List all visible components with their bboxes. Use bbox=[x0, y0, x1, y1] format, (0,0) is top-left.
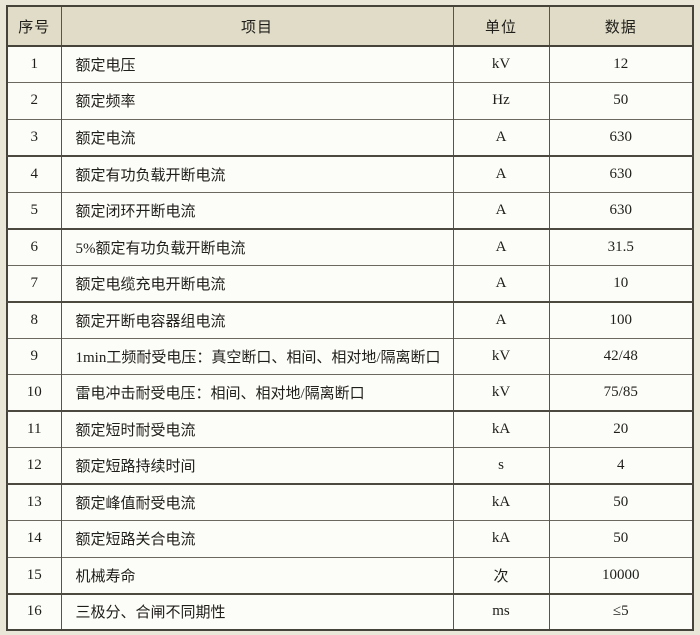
table-row: 12 额定短路持续时间 s 4 bbox=[6, 447, 694, 484]
table-row: 3 额定电流 A 630 bbox=[6, 118, 694, 156]
unit-cell: kA bbox=[452, 520, 550, 557]
unit-cell: kV bbox=[452, 374, 550, 411]
row-number: 6 bbox=[6, 227, 62, 265]
data-cell: 4 bbox=[548, 447, 694, 484]
item-cell: 5%额定有功负载开断电流 bbox=[60, 227, 454, 265]
data-cell: 75/85 bbox=[548, 374, 694, 411]
item-cell: 额定短时耐受电流 bbox=[60, 410, 454, 448]
unit-cell: s bbox=[452, 447, 550, 484]
data-cell: 100 bbox=[548, 300, 694, 338]
item-cell: 三极分、合闸不同期性 bbox=[60, 592, 454, 630]
header-no: 序号 bbox=[6, 6, 62, 47]
unit-cell: A bbox=[452, 118, 550, 156]
data-cell: 50 bbox=[548, 483, 694, 521]
data-cell: ≤5 bbox=[548, 592, 694, 630]
header-item: 项目 bbox=[60, 6, 454, 47]
table-row: 5 额定闭环开断电流 A 630 bbox=[6, 191, 694, 229]
unit-cell: ms bbox=[452, 592, 550, 630]
unit-cell: A bbox=[452, 154, 550, 192]
item-cell: 额定电流 bbox=[60, 118, 454, 156]
item-cell: 额定频率 bbox=[60, 82, 454, 119]
header-data: 数据 bbox=[548, 6, 694, 47]
row-number: 2 bbox=[6, 82, 62, 119]
unit-cell: kA bbox=[452, 483, 550, 521]
data-cell: 12 bbox=[548, 46, 694, 83]
row-number: 4 bbox=[6, 154, 62, 192]
row-number: 15 bbox=[6, 556, 62, 594]
row-number: 14 bbox=[6, 520, 62, 557]
data-cell: 50 bbox=[548, 82, 694, 119]
table-row: 8 额定开断电容器组电流 A 100 bbox=[6, 300, 694, 338]
table-row: 1 额定电压 kV 12 bbox=[6, 46, 694, 83]
data-cell: 50 bbox=[548, 520, 694, 557]
table-row: 13 额定峰值耐受电流 kA 50 bbox=[6, 483, 694, 521]
data-cell: 10000 bbox=[548, 556, 694, 594]
unit-cell: A bbox=[452, 300, 550, 338]
row-number: 9 bbox=[6, 337, 62, 375]
item-cell: 机械寿命 bbox=[60, 556, 454, 594]
spec-table: 序号 项目 单位 数据 1 额定电压 kV 12 2 额定频率 Hz 50 3 … bbox=[6, 5, 694, 631]
item-cell: 额定短路关合电流 bbox=[60, 520, 454, 557]
unit-cell: A bbox=[452, 191, 550, 229]
table-row: 2 额定频率 Hz 50 bbox=[6, 82, 694, 119]
row-number: 3 bbox=[6, 118, 62, 156]
header-unit: 单位 bbox=[452, 6, 550, 47]
row-number: 13 bbox=[6, 483, 62, 521]
data-cell: 630 bbox=[548, 154, 694, 192]
unit-cell: A bbox=[452, 264, 550, 302]
row-number: 12 bbox=[6, 447, 62, 484]
header-row: 序号 项目 单位 数据 bbox=[6, 6, 694, 47]
row-number: 10 bbox=[6, 374, 62, 411]
data-cell: 20 bbox=[548, 410, 694, 448]
data-cell: 630 bbox=[548, 118, 694, 156]
table-row: 6 5%额定有功负载开断电流 A 31.5 bbox=[6, 227, 694, 265]
row-number: 5 bbox=[6, 191, 62, 229]
unit-cell: A bbox=[452, 227, 550, 265]
table-row: 14 额定短路关合电流 kA 50 bbox=[6, 520, 694, 557]
table-row: 15 机械寿命 次 10000 bbox=[6, 556, 694, 594]
table-row: 9 1min工频耐受电压：真空断口、相间、相对地/隔离断口 kV 42/48 bbox=[6, 337, 694, 375]
table-row: 7 额定电缆充电开断电流 A 10 bbox=[6, 264, 694, 302]
item-cell: 雷电冲击耐受电压：相间、相对地/隔离断口 bbox=[60, 374, 454, 411]
data-cell: 31.5 bbox=[548, 227, 694, 265]
table-row: 10 雷电冲击耐受电压：相间、相对地/隔离断口 kV 75/85 bbox=[6, 374, 694, 411]
row-number: 7 bbox=[6, 264, 62, 302]
data-cell: 630 bbox=[548, 191, 694, 229]
item-cell: 额定有功负载开断电流 bbox=[60, 154, 454, 192]
item-cell: 1min工频耐受电压：真空断口、相间、相对地/隔离断口 bbox=[60, 337, 454, 375]
row-number: 16 bbox=[6, 592, 62, 630]
unit-cell: kV bbox=[452, 46, 550, 83]
data-cell: 42/48 bbox=[548, 337, 694, 375]
unit-cell: 次 bbox=[452, 556, 550, 594]
unit-cell: Hz bbox=[452, 82, 550, 119]
unit-cell: kA bbox=[452, 410, 550, 448]
item-cell: 额定短路持续时间 bbox=[60, 447, 454, 484]
item-cell: 额定电压 bbox=[60, 46, 454, 83]
row-number: 11 bbox=[6, 410, 62, 448]
data-cell: 10 bbox=[548, 264, 694, 302]
row-number: 1 bbox=[6, 46, 62, 83]
item-cell: 额定电缆充电开断电流 bbox=[60, 264, 454, 302]
item-cell: 额定开断电容器组电流 bbox=[60, 300, 454, 338]
item-cell: 额定峰值耐受电流 bbox=[60, 483, 454, 521]
table-row: 16 三极分、合闸不同期性 ms ≤5 bbox=[6, 592, 694, 630]
unit-cell: kV bbox=[452, 337, 550, 375]
item-cell: 额定闭环开断电流 bbox=[60, 191, 454, 229]
table-row: 4 额定有功负载开断电流 A 630 bbox=[6, 154, 694, 192]
row-number: 8 bbox=[6, 300, 62, 338]
table-row: 11 额定短时耐受电流 kA 20 bbox=[6, 410, 694, 448]
